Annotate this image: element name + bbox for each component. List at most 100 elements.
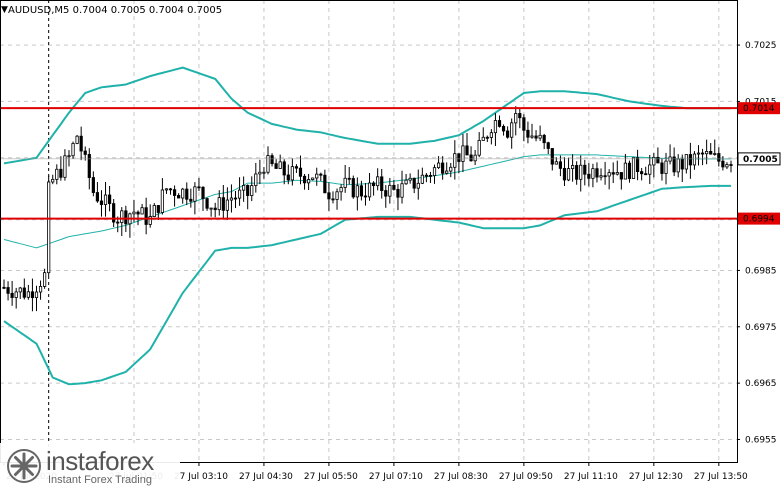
level-price-tag: [738, 212, 780, 225]
candle-body: [603, 175, 607, 178]
candle-body: [258, 171, 262, 175]
candle-body: [607, 172, 611, 177]
candle-body: [619, 172, 623, 180]
candle-body: [489, 132, 493, 138]
level-price-tag: [738, 102, 780, 115]
candle-body: [148, 216, 152, 225]
candle-body: [388, 184, 392, 197]
candle-body: [172, 189, 177, 196]
price-tags: 0.7014 0.6994 0.7005: [737, 102, 781, 225]
candle-body: [562, 167, 567, 181]
candle-body: [250, 185, 254, 196]
symbol-menu-icon: ▼: [1, 5, 8, 15]
candle-body: [380, 176, 384, 191]
candle-body: [700, 152, 705, 155]
candle-body: [14, 291, 18, 298]
candle-body: [107, 194, 112, 204]
candle-body: [298, 167, 303, 177]
candle-body: [351, 178, 355, 198]
y-tick-label: 0.6985: [745, 266, 777, 276]
candle-body: [546, 142, 550, 149]
candle-body: [420, 174, 424, 184]
candle-body: [631, 157, 636, 179]
candle-body: [465, 145, 469, 156]
candle-body: [656, 156, 660, 164]
candle-body: [514, 113, 518, 124]
candle-body: [424, 174, 428, 177]
candle-body: [34, 291, 39, 299]
candle-body: [571, 165, 575, 169]
candle-body: [640, 171, 644, 175]
candle-body: [91, 177, 95, 193]
level-price-label: 0.7014: [743, 104, 775, 114]
candle-body: [672, 156, 676, 173]
candle-body: [197, 186, 201, 189]
candle-body: [473, 154, 477, 162]
candle-body: [705, 151, 709, 155]
candle-body: [522, 117, 526, 131]
x-tick-label: 27 Jul 11:10: [564, 472, 618, 482]
candle-body: [534, 135, 538, 139]
candle-body: [485, 136, 489, 139]
candle-body: [652, 156, 656, 166]
candle-body: [384, 190, 388, 197]
candle-body: [331, 198, 335, 201]
candle-body: [400, 183, 404, 198]
candle-body: [676, 158, 680, 173]
candle-body: [376, 176, 380, 187]
candle-body: [416, 182, 420, 189]
x-tick-label: 27 Jul 04:30: [239, 472, 293, 482]
bollinger-bands: [3, 66, 731, 386]
x-tick-label: 27 Jul 05:50: [304, 472, 358, 482]
candle-body: [457, 153, 461, 162]
candle-body: [579, 164, 583, 180]
candle-body: [627, 162, 632, 179]
candle-body: [323, 174, 327, 194]
candle-body: [274, 163, 278, 169]
candle-body: [315, 173, 319, 179]
candle-body: [168, 188, 173, 191]
candle-body: [26, 291, 30, 298]
candle-body: [501, 126, 506, 132]
candle-body: [441, 162, 445, 174]
candle-body: [55, 168, 59, 180]
candle-body: [290, 166, 294, 181]
candle-body: [221, 197, 225, 211]
candle-body: [120, 210, 124, 223]
candle-body: [164, 188, 169, 191]
candle-body: [644, 173, 648, 176]
candle-body: [363, 195, 368, 198]
candle-body: [83, 150, 87, 155]
candle-body: [286, 174, 290, 181]
bollinger-middle-line: [3, 154, 731, 249]
candle-body: [339, 187, 343, 193]
candle-body: [262, 171, 266, 174]
chart-title: AUDUSD,M5 0.7004 0.7005 0.7004 0.7005: [8, 5, 222, 16]
candle-body: [103, 194, 108, 205]
candle-body: [132, 211, 136, 215]
candle-body: [664, 160, 668, 174]
candle-body: [371, 182, 376, 187]
candle-body: [477, 140, 481, 156]
candle-body: [71, 143, 75, 157]
candle-body: [6, 287, 10, 294]
candle-body: [680, 158, 684, 170]
candle-body: [469, 154, 473, 162]
candle-body: [266, 155, 270, 173]
x-tick-label: 27 Jul 07:10: [369, 472, 423, 482]
candle-body: [229, 197, 234, 201]
y-tick-label: 0.7025: [745, 41, 777, 51]
candle-body: [583, 164, 587, 175]
logo-tagline: Instant Forex Trading: [48, 474, 152, 486]
candle-body: [343, 177, 347, 188]
candle-body: [75, 135, 79, 144]
candle-body: [2, 286, 6, 289]
candle-body: [201, 186, 205, 199]
level-price-label: 0.6994: [743, 215, 775, 225]
candle-body: [542, 134, 546, 144]
candle-body: [412, 177, 416, 189]
candle-body: [717, 153, 721, 162]
candle-body: [225, 199, 229, 211]
candle-body: [95, 192, 100, 202]
